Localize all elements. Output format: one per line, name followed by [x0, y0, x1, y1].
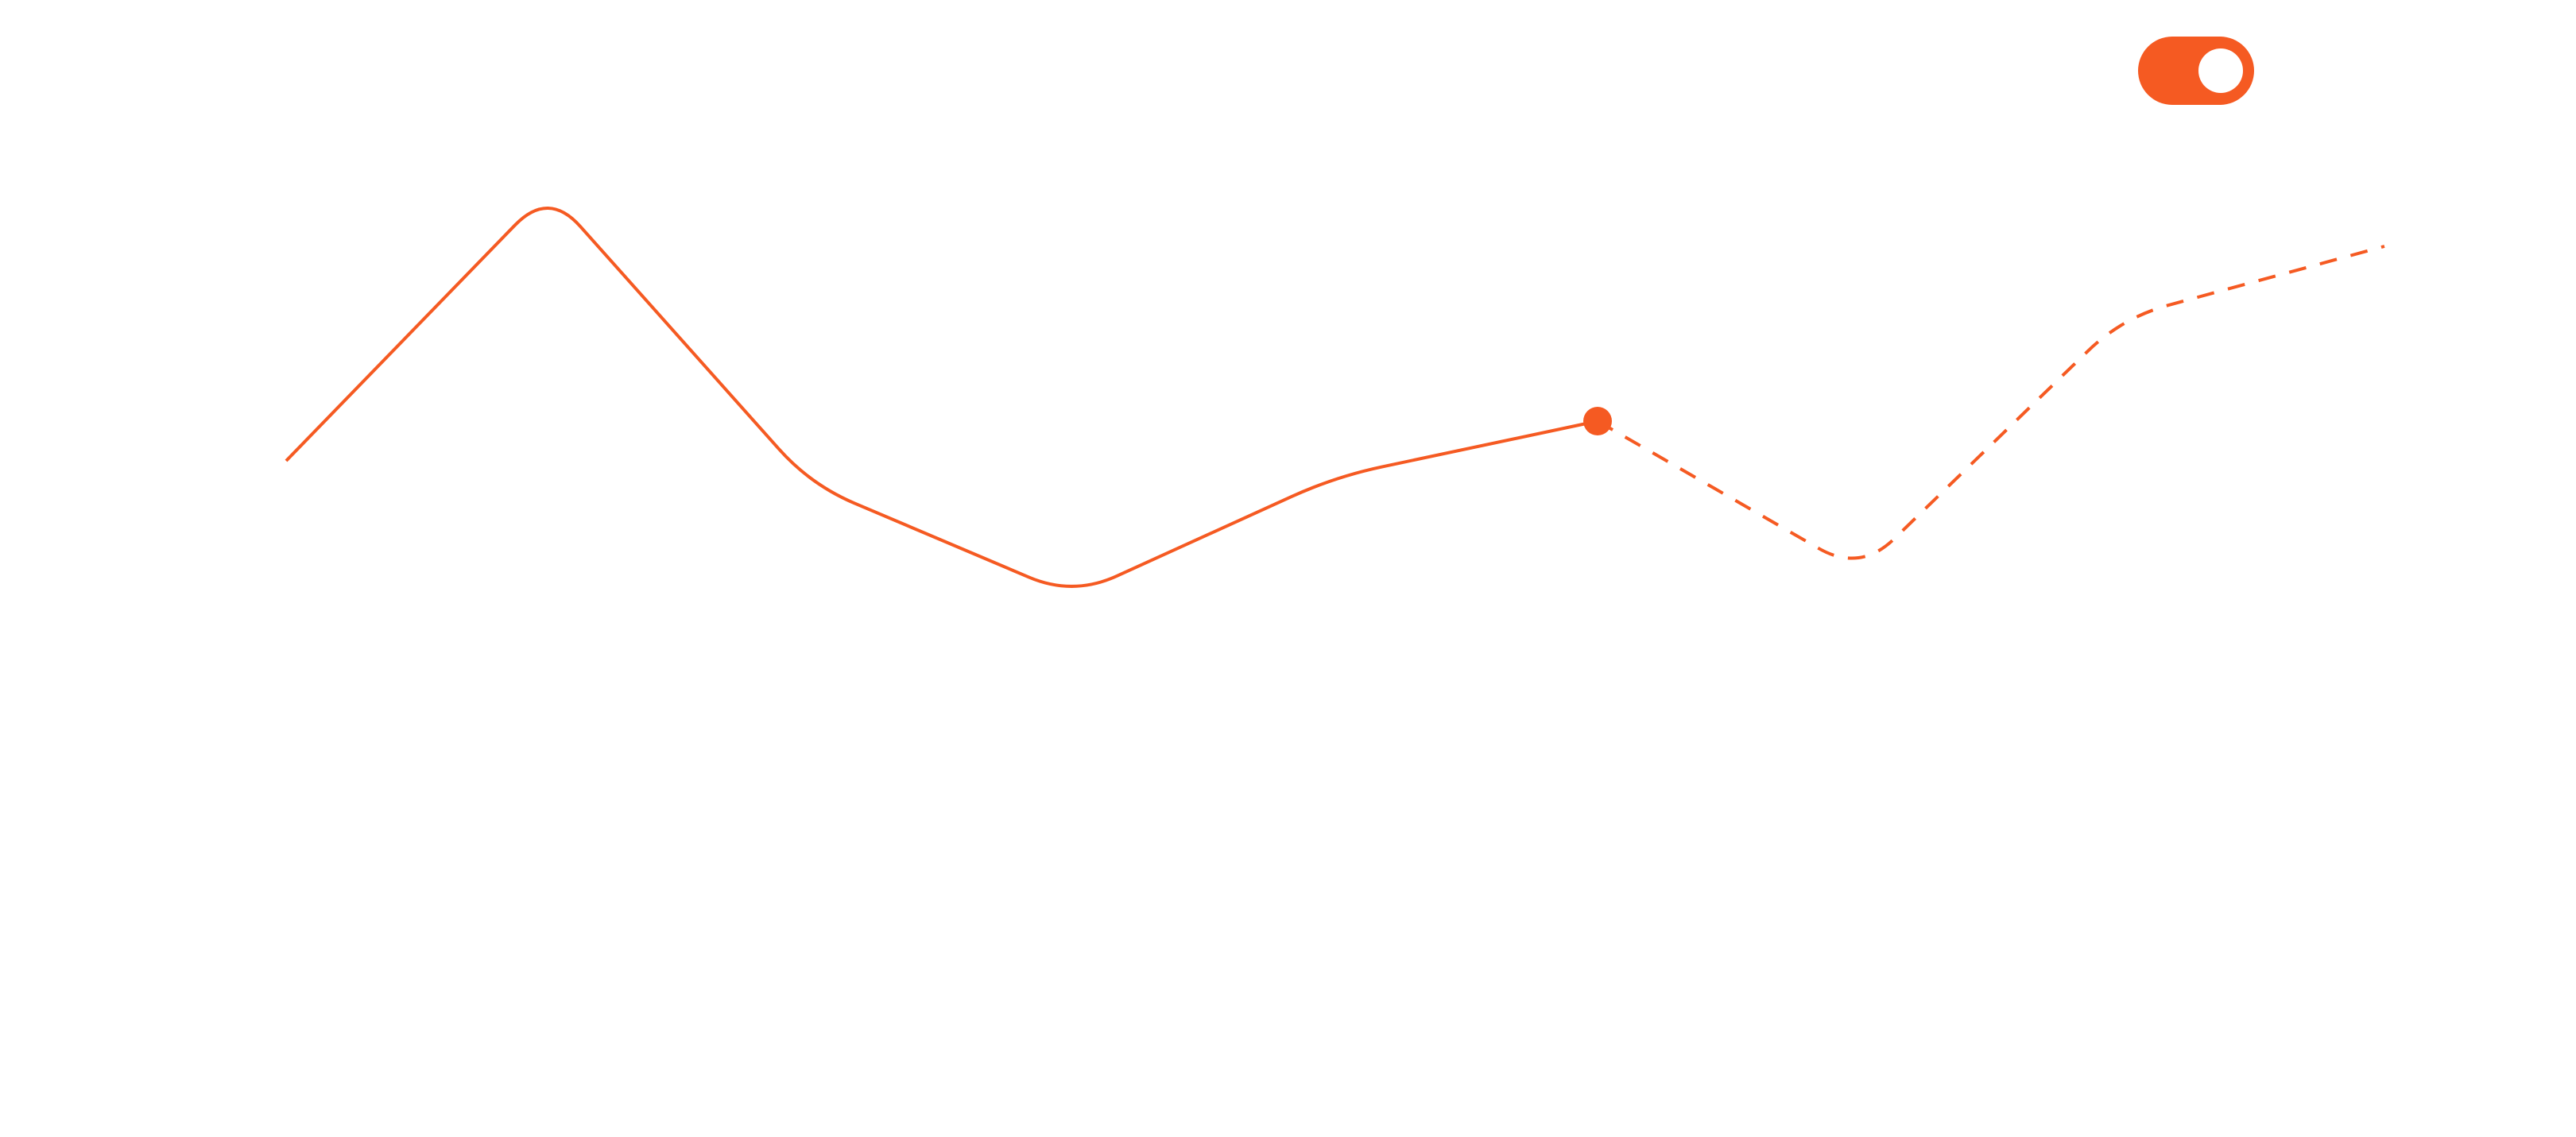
toggle-knob — [2198, 48, 2243, 93]
data-point[interactable] — [540, 183, 556, 199]
series-line-actual — [285, 207, 1598, 588]
data-point[interactable] — [2114, 310, 2130, 326]
current-point-marker[interactable] — [1583, 407, 1612, 435]
data-point[interactable] — [803, 477, 819, 493]
data-point[interactable] — [278, 453, 294, 469]
data-point[interactable] — [2377, 238, 2392, 254]
data-point[interactable] — [1852, 564, 1868, 580]
forecast-toggle[interactable] — [2138, 37, 2254, 105]
series-line-projected — [1597, 245, 2385, 560]
data-point[interactable] — [1065, 588, 1081, 604]
data-point[interactable] — [1327, 469, 1343, 485]
